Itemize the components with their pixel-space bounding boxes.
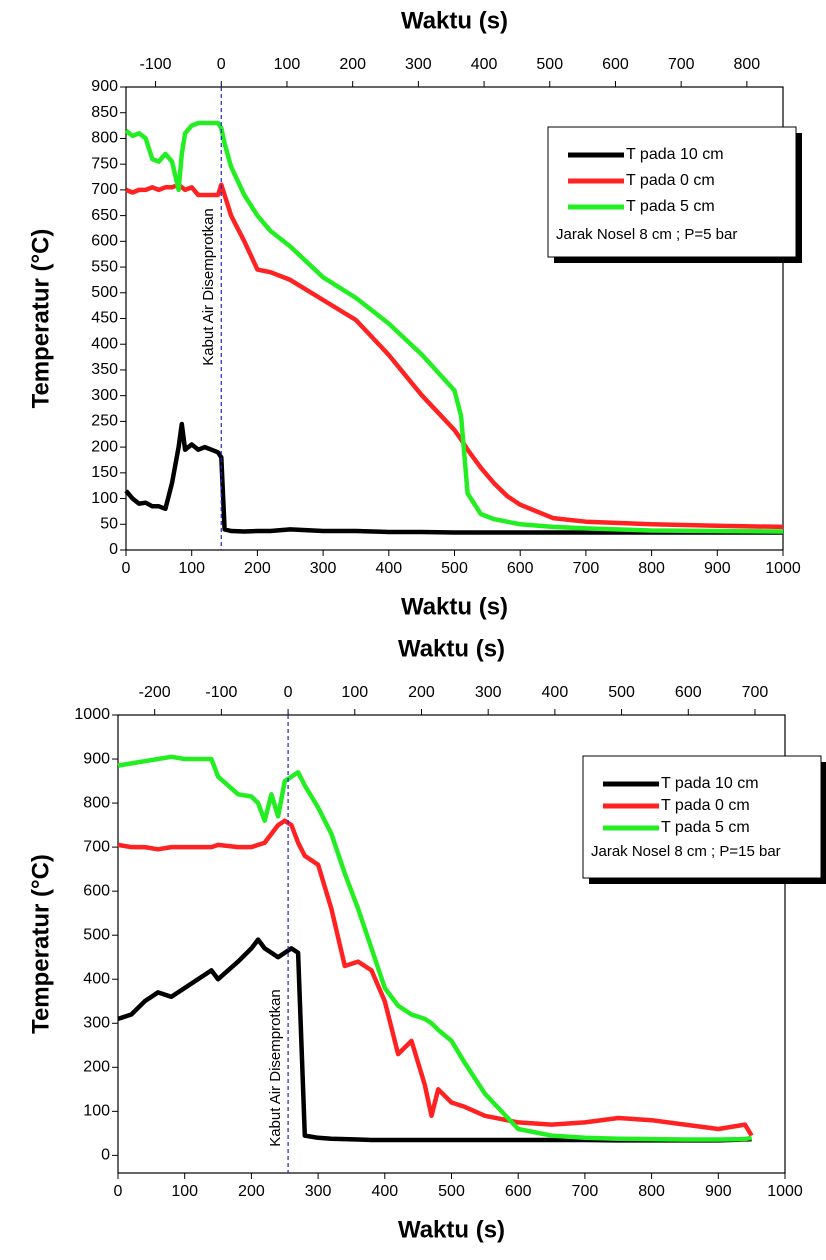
x-tick-label: 1000 <box>767 1183 803 1200</box>
x2-tick-label: 100 <box>274 56 301 73</box>
x-tick-label: 500 <box>438 1183 465 1200</box>
x-tick-label: 600 <box>505 1183 532 1200</box>
y-tick-label: 100 <box>83 1103 110 1120</box>
x2-tick-label: -100 <box>205 684 237 701</box>
x2-tick-label: 600 <box>675 684 702 701</box>
y-tick-label: 600 <box>91 233 118 250</box>
legend-label: T pada 10 cm <box>661 775 759 792</box>
legend-box <box>547 126 797 258</box>
legend-box <box>582 755 822 879</box>
x2-tick-label: 800 <box>734 56 761 73</box>
y-tick-label: 0 <box>109 541 118 558</box>
x-tick-label: 0 <box>114 1183 123 1200</box>
y-tick-label: 400 <box>91 335 118 352</box>
x-tick-label: 700 <box>572 1183 599 1200</box>
y-tick-label: 400 <box>83 970 110 987</box>
x2-axis-title: Waktu (s) <box>401 7 508 34</box>
y-tick-label: 350 <box>91 361 118 378</box>
x2-tick-label: 700 <box>742 684 769 701</box>
x2-tick-label: -100 <box>140 56 172 73</box>
x2-tick-label: -200 <box>139 684 171 701</box>
x2-tick-label: 100 <box>341 684 368 701</box>
y-tick-label: 200 <box>83 1059 110 1076</box>
x2-tick-label: 200 <box>408 684 435 701</box>
y-tick-label: 0 <box>101 1147 110 1164</box>
series-line <box>124 120 784 534</box>
series-line <box>117 818 754 1137</box>
y-tick-label: 150 <box>91 464 118 481</box>
y-tick-label: 650 <box>91 207 118 224</box>
x-tick-label: 400 <box>371 1183 398 1200</box>
y-axis-title: Temperatur (°C) <box>27 229 54 409</box>
x-tick-label: 200 <box>244 560 271 577</box>
x-tick-label: 800 <box>638 1183 665 1200</box>
x-tick-label: 200 <box>238 1183 265 1200</box>
y-tick-label: 450 <box>91 310 118 327</box>
legend-label: T pada 10 cm <box>626 146 724 163</box>
y-tick-label: 900 <box>83 750 110 767</box>
legend-label: T pada 5 cm <box>626 198 715 215</box>
y-tick-label: 300 <box>83 1014 110 1031</box>
x-tick-label: 500 <box>441 560 468 577</box>
x2-tick-label: 600 <box>602 56 629 73</box>
y-tick-label: 900 <box>91 78 118 95</box>
x-tick-label: 100 <box>171 1183 198 1200</box>
y-tick-label: 800 <box>91 130 118 147</box>
legend-label: T pada 5 cm <box>661 819 750 836</box>
series-line <box>117 754 753 1142</box>
x2-tick-label: 500 <box>536 56 563 73</box>
annotation-text: Kabut Air Disemprotkan <box>267 989 284 1147</box>
x2-tick-label: 400 <box>542 684 569 701</box>
x2-tick-label: 0 <box>284 684 293 701</box>
y-tick-label: 500 <box>83 926 110 943</box>
series-line <box>124 421 783 535</box>
series-line <box>117 937 752 1143</box>
x2-tick-label: 500 <box>608 684 635 701</box>
x-tick-label: 600 <box>507 560 534 577</box>
x-tick-label: 300 <box>310 560 337 577</box>
x-tick-label: 700 <box>573 560 600 577</box>
y-tick-label: 300 <box>91 387 118 404</box>
y-tick-label: 850 <box>91 104 118 121</box>
x-axis-title: Waktu (s) <box>401 593 508 620</box>
y-tick-label: 200 <box>91 438 118 455</box>
y-tick-label: 600 <box>83 882 110 899</box>
x-tick-label: 100 <box>178 560 205 577</box>
x-tick-label: 1000 <box>765 560 801 577</box>
x2-tick-label: 0 <box>217 56 226 73</box>
y-tick-label: 700 <box>83 838 110 855</box>
x-tick-label: 900 <box>705 1183 732 1200</box>
y-tick-label: 100 <box>91 490 118 507</box>
x-tick-label: 400 <box>375 560 402 577</box>
x2-axis-title: Waktu (s) <box>398 635 505 662</box>
y-tick-label: 700 <box>91 181 118 198</box>
y-tick-label: 750 <box>91 155 118 172</box>
series-line <box>125 182 784 530</box>
x-tick-label: 800 <box>638 560 665 577</box>
x-axis-title: Waktu (s) <box>398 1216 505 1243</box>
y-tick-label: 50 <box>100 515 118 532</box>
x2-tick-label: 700 <box>668 56 695 73</box>
legend-note: Jarak Nosel 8 cm ; P=5 bar <box>556 226 737 243</box>
y-tick-label: 550 <box>91 258 118 275</box>
legend-label: T pada 0 cm <box>626 172 715 189</box>
y-axis-title: Temperatur (°C) <box>27 854 54 1034</box>
x2-tick-label: 400 <box>471 56 498 73</box>
y-tick-label: 500 <box>91 284 118 301</box>
y-tick-label: 1000 <box>74 706 110 723</box>
legend-note: Jarak Nosel 8 cm ; P=15 bar <box>591 843 781 860</box>
y-tick-label: 800 <box>83 794 110 811</box>
x2-tick-label: 300 <box>405 56 432 73</box>
x2-tick-label: 200 <box>339 56 366 73</box>
x-tick-label: 900 <box>704 560 731 577</box>
annotation-text: Kabut Air Disemprotkan <box>200 208 217 366</box>
x-tick-label: 300 <box>305 1183 332 1200</box>
legend-label: T pada 0 cm <box>661 797 750 814</box>
x2-tick-label: 300 <box>475 684 502 701</box>
x-tick-label: 0 <box>122 560 131 577</box>
y-tick-label: 250 <box>91 413 118 430</box>
